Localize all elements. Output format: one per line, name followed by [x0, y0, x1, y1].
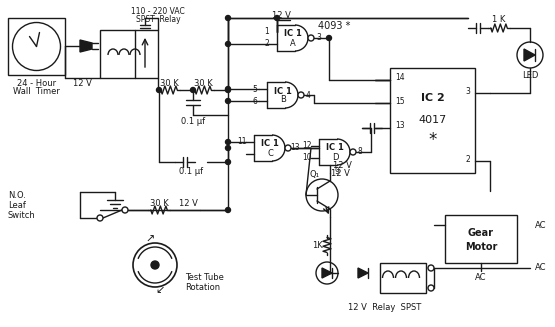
Circle shape [225, 87, 230, 92]
Text: Switch: Switch [8, 211, 36, 219]
Text: IC 1: IC 1 [274, 87, 292, 95]
Bar [390, 68, 475, 173]
Text: 0.1 μf: 0.1 μf [179, 167, 203, 177]
Text: ↗: ↗ [145, 235, 155, 245]
Circle shape [275, 15, 280, 21]
Circle shape [225, 208, 230, 213]
Text: 6: 6 [253, 96, 258, 106]
Text: 1 K: 1 K [492, 15, 506, 25]
Circle shape [308, 35, 314, 41]
Text: 4017: 4017 [418, 115, 447, 125]
Text: *: * [428, 131, 437, 149]
Text: 24 - Hour: 24 - Hour [17, 78, 56, 88]
Polygon shape [524, 49, 535, 61]
Circle shape [13, 23, 60, 71]
Circle shape [428, 265, 434, 271]
Circle shape [225, 98, 230, 104]
Text: AC: AC [535, 264, 547, 272]
Text: B: B [280, 95, 286, 105]
Text: IC 2: IC 2 [421, 93, 445, 103]
Polygon shape [322, 268, 332, 278]
Text: SPST  Relay: SPST Relay [135, 15, 180, 25]
Bar [445, 215, 517, 263]
Polygon shape [358, 268, 368, 278]
Circle shape [225, 15, 230, 21]
Text: 10: 10 [302, 153, 312, 163]
Text: Rotation: Rotation [185, 283, 220, 291]
Text: 30 K: 30 K [160, 79, 178, 89]
Text: N.O.: N.O. [8, 191, 26, 199]
Circle shape [316, 262, 338, 284]
Circle shape [225, 160, 230, 164]
Text: Q₁: Q₁ [309, 170, 319, 180]
Text: IC 1: IC 1 [261, 140, 279, 148]
Circle shape [298, 92, 304, 98]
Circle shape [517, 42, 543, 68]
Circle shape [285, 145, 291, 151]
Text: Gear: Gear [468, 228, 494, 238]
Circle shape [225, 42, 230, 46]
Circle shape [225, 146, 230, 150]
Text: Leaf: Leaf [8, 200, 26, 210]
Text: 12 V: 12 V [332, 161, 351, 169]
Text: LED: LED [522, 71, 538, 79]
Text: 2: 2 [265, 40, 269, 48]
Text: 0.1 μf: 0.1 μf [181, 117, 205, 127]
Text: 12: 12 [302, 142, 312, 150]
Circle shape [133, 243, 177, 287]
Text: 30 K: 30 K [150, 198, 168, 208]
Text: 9: 9 [335, 167, 340, 177]
Text: 14: 14 [395, 74, 405, 82]
Bar [100, 30, 158, 78]
Text: 1: 1 [265, 26, 269, 36]
Circle shape [97, 215, 103, 221]
Text: Test Tube: Test Tube [185, 272, 224, 282]
Text: AC: AC [475, 272, 487, 282]
Text: 8: 8 [357, 147, 362, 157]
Text: 4: 4 [306, 91, 310, 99]
Text: 13: 13 [290, 144, 300, 152]
Bar [380, 263, 426, 293]
Text: 12 V: 12 V [331, 168, 350, 178]
Circle shape [326, 36, 331, 41]
Circle shape [225, 88, 230, 93]
Bar [8, 18, 65, 75]
Text: 12 V: 12 V [271, 11, 290, 21]
Text: 3: 3 [465, 87, 470, 95]
Text: IC 1: IC 1 [284, 29, 302, 39]
Text: 3: 3 [316, 33, 321, 43]
Circle shape [190, 88, 195, 93]
Text: 12 V: 12 V [179, 198, 198, 208]
Circle shape [122, 207, 128, 213]
Text: AC: AC [535, 220, 547, 230]
Polygon shape [80, 40, 92, 52]
Text: D: D [332, 152, 338, 162]
Circle shape [157, 88, 162, 93]
Circle shape [350, 149, 356, 155]
Text: 1K: 1K [311, 240, 322, 250]
Text: 2: 2 [465, 154, 470, 164]
Text: 15: 15 [395, 96, 405, 106]
Text: 13: 13 [395, 122, 405, 130]
Text: Motor: Motor [465, 242, 497, 252]
Circle shape [428, 285, 434, 291]
Text: 12 V: 12 V [73, 79, 92, 89]
Text: 110 - 220 VAC: 110 - 220 VAC [131, 8, 185, 16]
Circle shape [225, 140, 230, 145]
Text: IC 1: IC 1 [326, 144, 344, 152]
Text: A: A [290, 39, 296, 47]
Text: 12 V  Relay  SPST: 12 V Relay SPST [349, 302, 422, 312]
Text: 5: 5 [253, 84, 258, 94]
Circle shape [151, 261, 159, 269]
Text: Wall  Timer: Wall Timer [13, 88, 60, 96]
Circle shape [306, 179, 338, 211]
Text: 4093 *: 4093 * [318, 21, 350, 31]
Text: 30 K: 30 K [194, 79, 213, 89]
Text: C: C [267, 148, 273, 158]
Text: ↙: ↙ [155, 285, 165, 295]
Text: 11: 11 [237, 137, 247, 146]
